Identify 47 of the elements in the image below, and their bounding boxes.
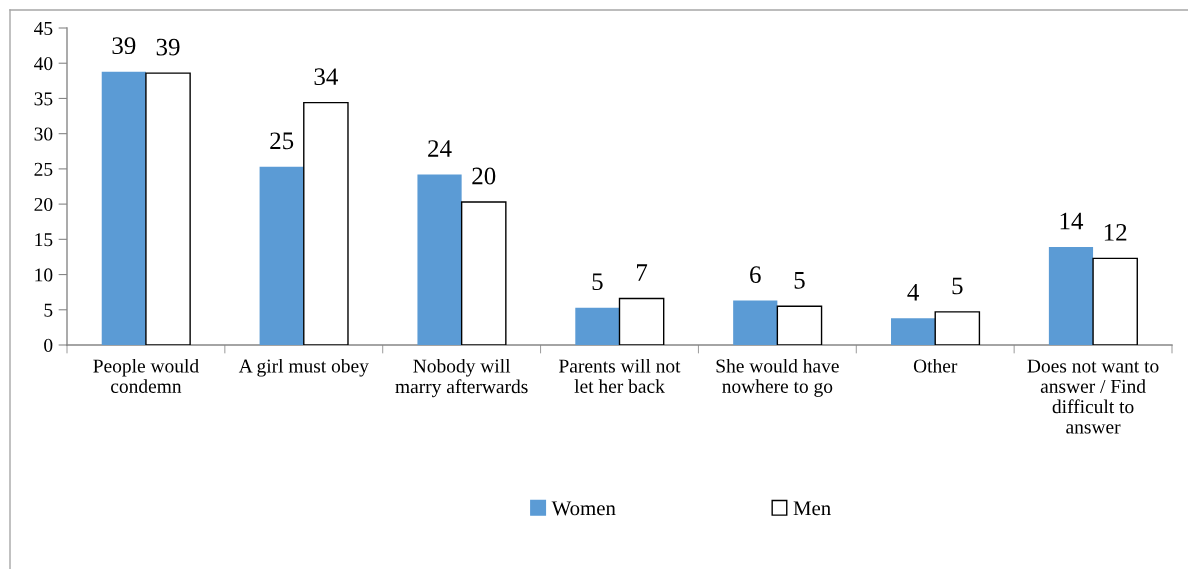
- bar: [891, 318, 936, 345]
- bar: [460, 201, 507, 345]
- x-tick-label: A girl must obey: [238, 358, 369, 377]
- bar: [259, 166, 304, 345]
- data-label: 5: [952, 277, 963, 295]
- data-label: 39: [156, 38, 180, 56]
- x-tick-label: Nobody will marry afterwards: [395, 358, 528, 398]
- data-label: 5: [794, 272, 805, 289]
- bar: [101, 71, 146, 345]
- x-tick-label: Parents will not let her back: [559, 358, 681, 393]
- bar: [618, 297, 665, 345]
- bar: [1048, 247, 1094, 345]
- y-tick-label: 30: [34, 127, 53, 141]
- bar: [417, 174, 462, 345]
- bar: [575, 307, 620, 345]
- bar: [303, 101, 349, 345]
- y-tick-label: 5: [44, 303, 53, 317]
- bar: [145, 72, 191, 345]
- y-tick-label: 35: [34, 92, 53, 106]
- data-label: 34: [314, 68, 338, 86]
- legend-label: Women: [551, 501, 616, 516]
- bar: [1092, 257, 1138, 345]
- bar: [776, 305, 823, 345]
- y-tick-label: 0: [44, 338, 53, 352]
- x-tick-label: Does not want to answer / Find difficult to answer: [1027, 359, 1159, 434]
- data-label: 7: [637, 264, 648, 281]
- data-label: 5: [592, 273, 603, 291]
- data-label: 12: [1104, 223, 1127, 241]
- bar: [934, 311, 981, 345]
- y-tick-label: 20: [34, 197, 53, 212]
- y-tick-label: 10: [35, 268, 53, 282]
- data-label: 24: [428, 140, 452, 157]
- y-tick-label: 15: [35, 233, 53, 247]
- x-tick-label: She would have nowhere to go: [716, 358, 839, 397]
- data-label: 39: [112, 37, 136, 55]
- data-label: 6: [750, 266, 761, 284]
- data-label: 4: [907, 283, 919, 301]
- data-label: 14: [1060, 212, 1084, 230]
- x-tick-label: People would condemn: [93, 358, 199, 393]
- y-tick-label: 45: [34, 21, 53, 35]
- x-tick-label: Other: [913, 358, 958, 373]
- bar: [733, 300, 778, 345]
- y-tick-label: 40: [34, 57, 53, 71]
- legend-label: Men: [793, 501, 831, 516]
- data-label: 25: [270, 132, 294, 150]
- data-label: 20: [472, 167, 496, 185]
- y-tick-label: 25: [34, 162, 53, 176]
